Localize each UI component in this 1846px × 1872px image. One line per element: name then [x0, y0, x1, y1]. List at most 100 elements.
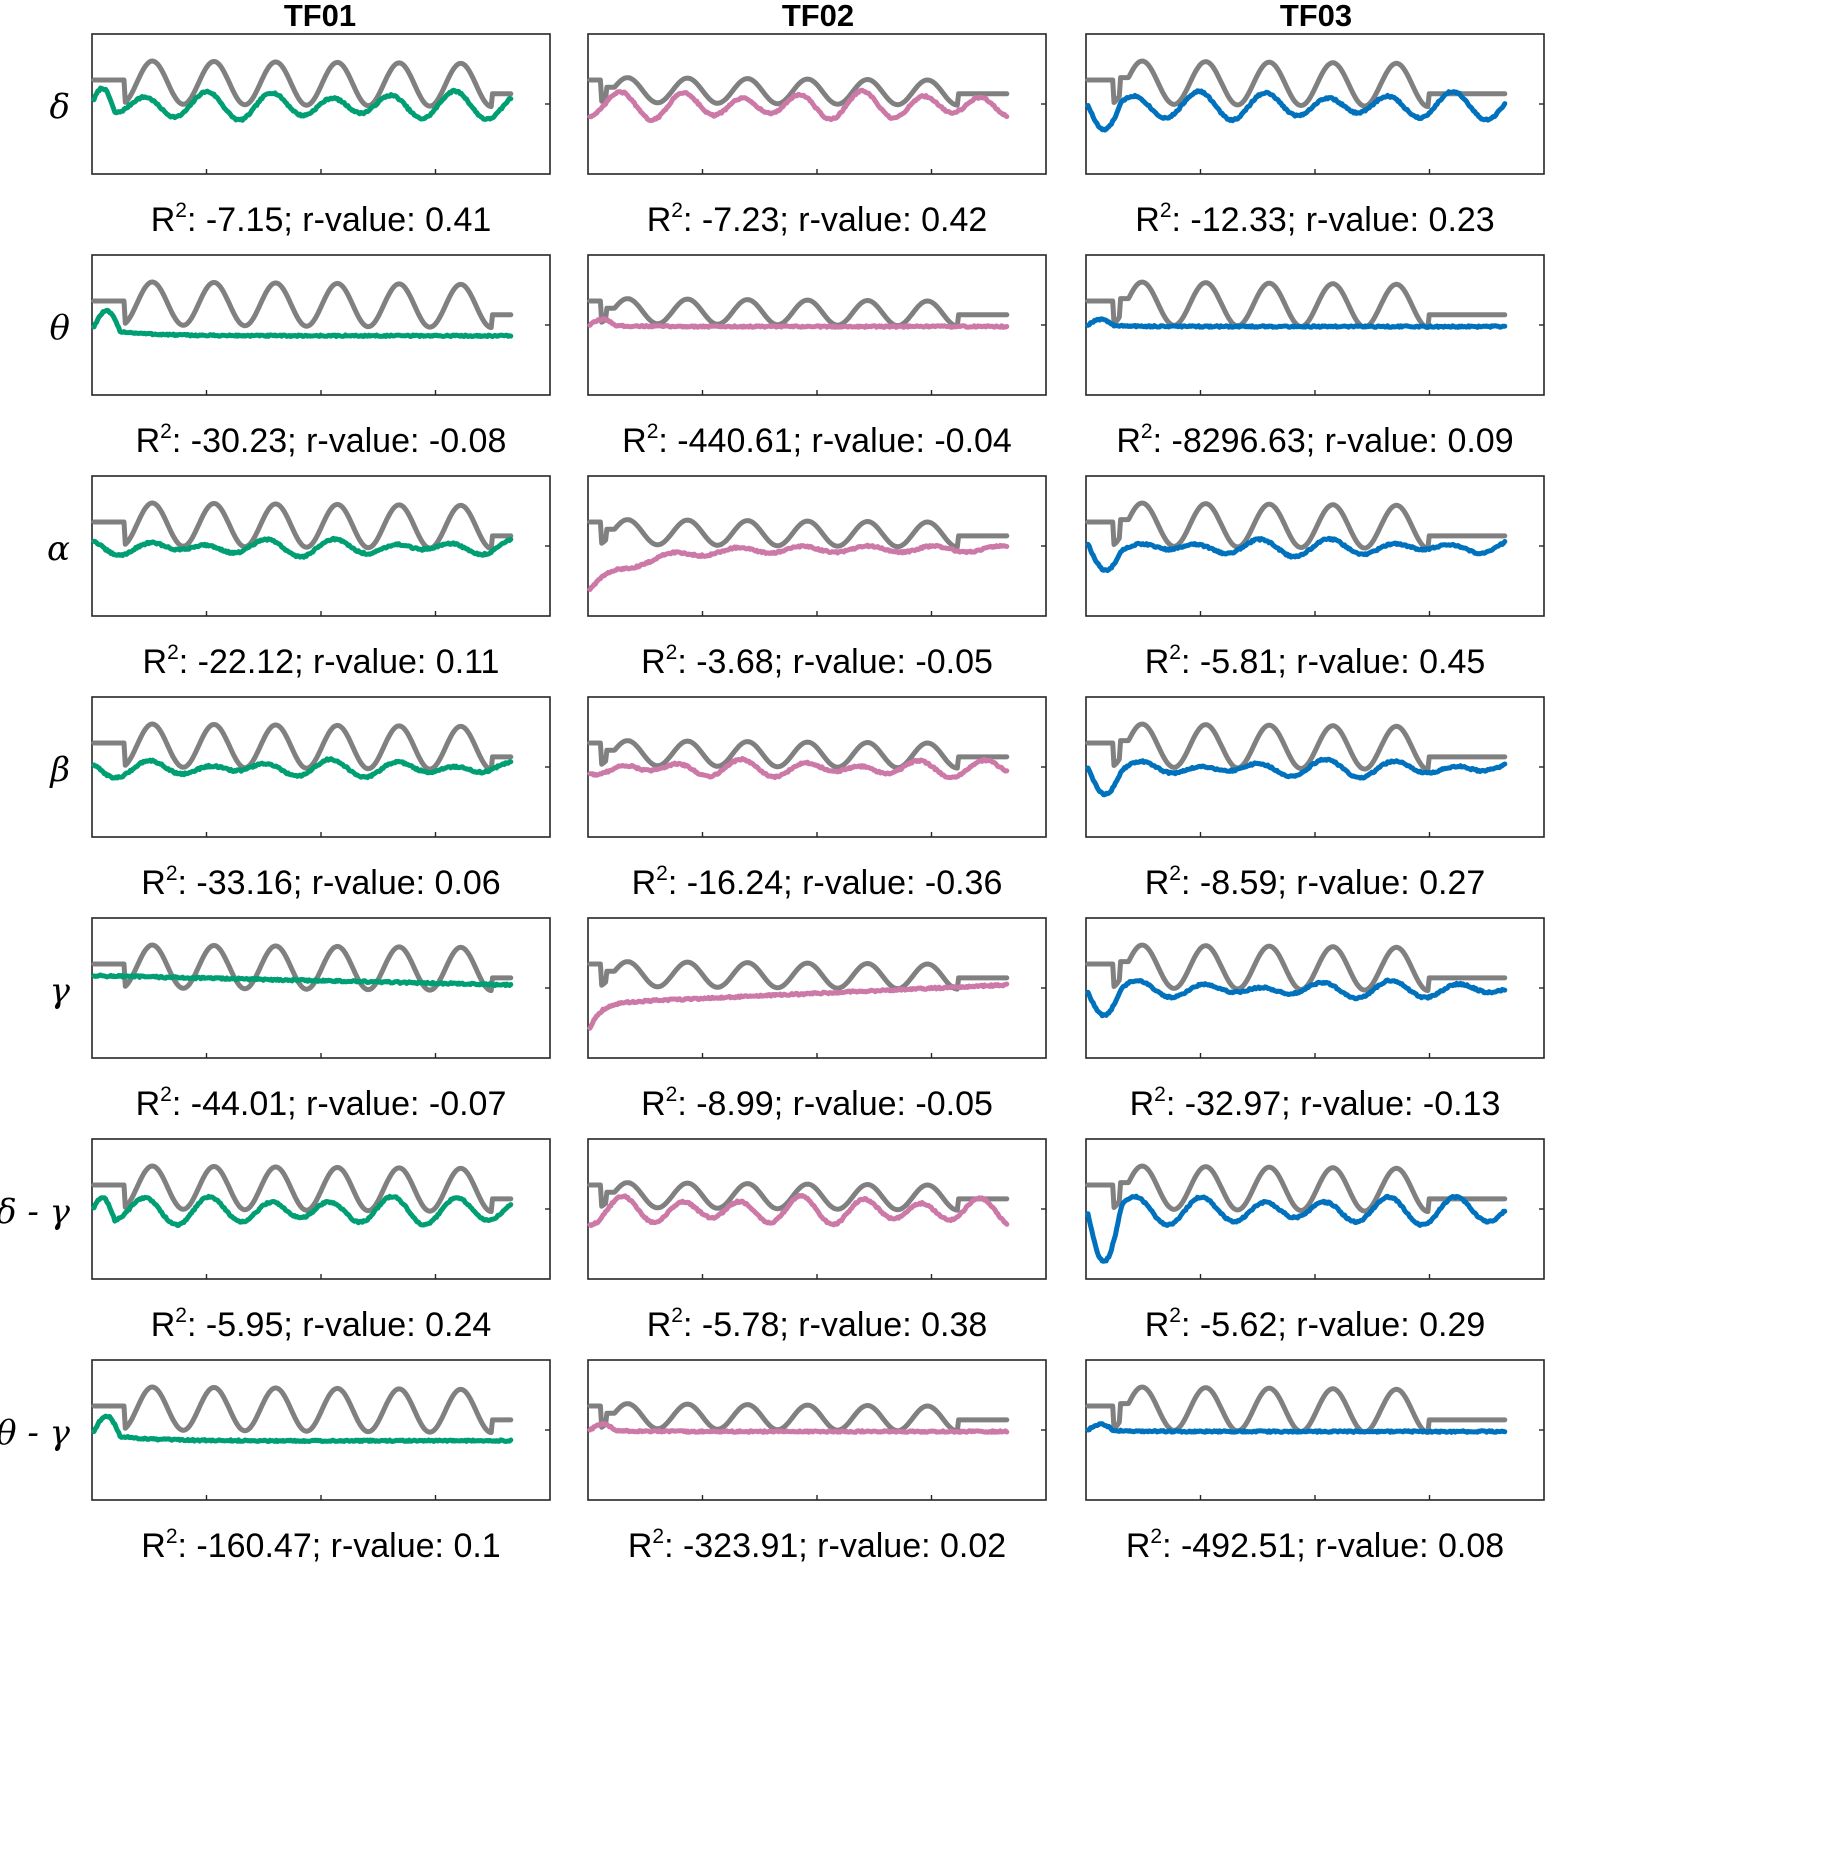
r2-value: : -323.91: [664, 1527, 798, 1565]
panel-frame: [1085, 1138, 1545, 1280]
panel-2-0: R2: -22.12; r-value: 0.11: [91, 475, 551, 681]
panel-6-0: R2: -160.47; r-value: 0.1: [91, 1359, 551, 1565]
reference-trace: [587, 738, 1010, 771]
predicted-trace: [587, 756, 1010, 781]
r2-superscript: 2: [175, 1304, 187, 1327]
reference-trace: [91, 942, 514, 994]
predicted-trace: [587, 87, 1010, 123]
r2-superscript: 2: [1169, 1304, 1181, 1327]
stat-annotation: R2: -160.47; r-value: 0.1: [141, 1525, 500, 1565]
r2-label: R: [1116, 422, 1141, 460]
predicted-trace: [1085, 1421, 1508, 1435]
r-value: ; r-value: 0.11: [294, 643, 499, 681]
reference-trace: [1085, 942, 1508, 994]
r2-value: : -33.16: [178, 864, 293, 902]
panel-0-2: R2: -12.33; r-value: 0.23: [1085, 33, 1545, 239]
reference-trace: [91, 1163, 514, 1215]
predicted-trace: [587, 1421, 1010, 1435]
row-label-delta: δ: [50, 87, 70, 127]
reference-trace: [587, 75, 1010, 108]
r2-label: R: [641, 1085, 666, 1123]
r2-value: : -22.12: [179, 643, 294, 681]
r-value: ; r-value: -0.36: [783, 864, 1002, 902]
panel-3-2: R2: -8.59; r-value: 0.27: [1085, 696, 1545, 902]
r2-value: : -12.33: [1172, 201, 1287, 239]
r-value: ; r-value: 0.08: [1296, 1527, 1504, 1565]
predicted-trace: [91, 756, 514, 781]
r2-superscript: 2: [1150, 1525, 1162, 1548]
reference-trace: [91, 721, 514, 773]
stat-annotation: R2: -7.23; r-value: 0.42: [647, 199, 988, 239]
r2-superscript: 2: [166, 862, 178, 885]
r2-label: R: [647, 1306, 672, 1344]
column-title-tf01: TF01: [284, 0, 356, 33]
panel-4-2: R2: -32.97; r-value: -0.13: [1085, 917, 1545, 1123]
r2-label: R: [1130, 1085, 1155, 1123]
predicted-trace: [91, 1413, 514, 1444]
panel-5-2: R2: -5.62; r-value: 0.29: [1085, 1138, 1545, 1344]
predicted-trace: [91, 85, 514, 123]
r-value: ; r-value: 0.24: [283, 1306, 491, 1344]
r2-value: : -3.68: [677, 643, 773, 681]
predicted-trace: [587, 1193, 1010, 1228]
r2-superscript: 2: [1160, 199, 1172, 222]
r2-label: R: [1145, 643, 1170, 681]
r2-label: R: [1145, 864, 1170, 902]
stat-annotation: R2: -8.99; r-value: -0.05: [641, 1083, 993, 1123]
r-value: ; r-value: 0.27: [1277, 864, 1485, 902]
stat-annotation: R2: -5.95; r-value: 0.24: [151, 1304, 492, 1344]
predicted-trace: [91, 1193, 514, 1228]
panel-0-0: R2: -7.15; r-value: 0.41: [91, 33, 551, 239]
r2-superscript: 2: [652, 1525, 664, 1548]
stat-annotation: R2: -323.91; r-value: 0.02: [628, 1525, 1006, 1565]
r2-label: R: [628, 1527, 653, 1565]
panel-frame: [587, 475, 1047, 617]
r2-label: R: [1126, 1527, 1151, 1565]
column-title-tf03: TF03: [1280, 0, 1352, 33]
r2-value: : -5.81: [1181, 643, 1277, 681]
r2-value: : -5.78: [683, 1306, 779, 1344]
r2-label: R: [136, 1085, 161, 1123]
panels-layer: R2: -7.15; r-value: 0.41 R2: -7.23; r-val…: [91, 33, 1545, 1565]
r2-superscript: 2: [671, 199, 683, 222]
r2-superscript: 2: [1169, 862, 1181, 885]
predicted-trace: [91, 307, 514, 339]
panel-2-1: R2: -3.68; r-value: -0.05: [587, 475, 1047, 681]
panel-1-2: R2: -8296.63; r-value: 0.09: [1085, 254, 1545, 460]
predicted-trace: [1085, 535, 1508, 574]
panel-frame: [91, 696, 551, 838]
r-value: ; r-value: 0.38: [779, 1306, 987, 1344]
r-value: ; r-value: -0.08: [287, 422, 506, 460]
r2-label: R: [136, 422, 161, 460]
panel-5-0: R2: -5.95; r-value: 0.24: [91, 1138, 551, 1344]
row-label-alpha: α: [47, 529, 70, 569]
r2-superscript: 2: [671, 1304, 683, 1327]
reference-trace: [587, 517, 1010, 550]
r2-label: R: [1135, 201, 1160, 239]
stat-annotation: R2: -12.33; r-value: 0.23: [1135, 199, 1494, 239]
r2-superscript: 2: [656, 862, 668, 885]
panel-1-0: R2: -30.23; r-value: -0.08: [91, 254, 551, 460]
stat-annotation: R2: -5.81; r-value: 0.45: [1145, 641, 1486, 681]
r-value: ; r-value: -0.04: [793, 422, 1012, 460]
predicted-trace: [91, 535, 514, 560]
panel-1-1: R2: -440.61; r-value: -0.04: [587, 254, 1047, 460]
r2-superscript: 2: [166, 1525, 178, 1548]
panel-3-0: R2: -33.16; r-value: 0.06: [91, 696, 551, 902]
stat-annotation: R2: -8.59; r-value: 0.27: [1145, 862, 1486, 902]
r2-value: : -8296.63: [1153, 422, 1306, 460]
r2-value: : -492.51: [1162, 1527, 1296, 1565]
r-value: ; r-value: 0.41: [283, 201, 491, 239]
panel-0-1: R2: -7.23; r-value: 0.42: [587, 33, 1047, 239]
panel-4-0: R2: -44.01; r-value: -0.07: [91, 917, 551, 1123]
predicted-trace: [1085, 977, 1508, 1019]
reference-trace: [91, 500, 514, 552]
r2-superscript: 2: [1141, 420, 1153, 443]
r-value: ; r-value: 0.02: [798, 1527, 1006, 1565]
reference-trace: [1085, 500, 1508, 552]
reference-trace: [91, 58, 514, 110]
stat-annotation: R2: -5.78; r-value: 0.38: [647, 1304, 988, 1344]
r2-value: : -44.01: [172, 1085, 287, 1123]
predicted-trace: [1085, 756, 1508, 798]
predicted-trace: [587, 981, 1010, 1031]
